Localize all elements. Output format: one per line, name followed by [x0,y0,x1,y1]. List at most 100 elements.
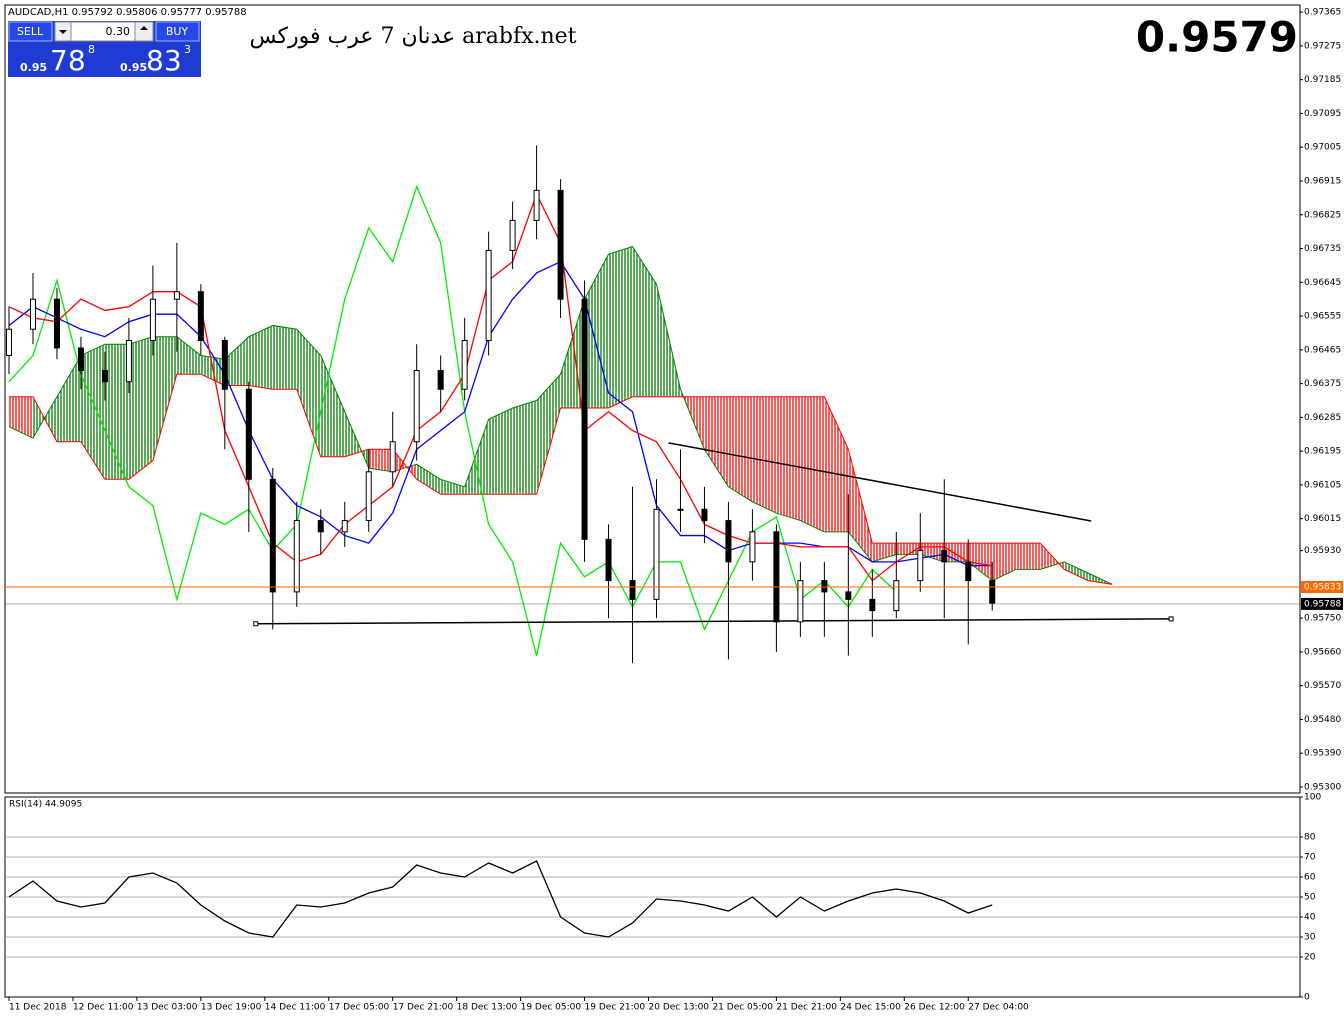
y-tick-label: 0.95660 [1304,647,1341,657]
candle-body [749,531,756,563]
y-tick-label: 0.97365 [1304,8,1341,18]
cloud-segment [896,543,921,555]
cloud-segment [152,336,177,461]
price-panel-frame [4,4,1301,794]
rsi-tick-label: 20 [1304,953,1316,963]
y-tick-label: 0.96195 [1304,447,1341,457]
buy-button[interactable] [155,21,200,42]
trendline-anchor [1168,616,1174,622]
cloud-segment [800,396,825,532]
cloud-segment [272,325,297,390]
cloud-segment [440,479,465,495]
sell-price-frac: 8 [88,43,95,56]
cloud-segment [464,419,489,495]
x-tick-label: 27 Dec 04:00 [968,1003,1029,1013]
rsi-tick-label: 30 [1304,933,1316,943]
candle-body [5,328,12,356]
cloud-segment [224,336,249,386]
x-tick-label: 17 Dec 21:00 [393,1003,454,1013]
rsi-tick-label: 70 [1304,853,1316,863]
cloud-segment [752,396,777,514]
y-tick-label: 0.96105 [1304,480,1341,490]
candle-body [869,598,876,612]
trade-panel: SELL 0.30 BUY 0.95 78 8 0.95 83 3 [8,21,201,77]
y-tick-label: 0.96285 [1304,413,1341,423]
cloud-segment [1064,561,1089,581]
trendline-anchor [253,621,259,627]
trendline [668,442,1092,522]
dropdown-arrow [59,30,67,34]
symbol-header: AUDCAD,H1 0.95792 0.95806 0.95777 0.9578… [8,7,247,18]
cloud-segment [608,246,633,409]
candle-body [221,339,228,390]
cloud-segment [512,400,537,495]
candle-body [821,580,828,593]
x-tick-label: 19 Dec 05:00 [521,1003,582,1013]
y-tick-label: 0.95480 [1304,715,1341,725]
cloud-segment [968,543,993,581]
cloud-segment [1016,543,1041,570]
candle-body [629,580,636,600]
cloud-segment [704,396,729,487]
buy-price-big: 0.95 [120,61,147,74]
buy-label[interactable]: BUY [166,25,189,38]
candle-body [461,339,468,390]
lot-spinner[interactable] [134,21,154,42]
cloud-segment [992,543,1017,581]
x-tick-label: 20 Dec 13:00 [649,1003,710,1013]
cloud-segment [872,543,897,562]
sell-label[interactable]: SELL [17,25,44,38]
buy-price-frac: 3 [184,43,191,56]
spinner-arrow [140,26,148,30]
x-tick-label: 11 Dec 2018 [9,1003,67,1013]
rsi-tick-label: 100 [1304,793,1321,803]
price-plot [5,145,1174,664]
cloud-segment [728,396,753,502]
span-b-line [8,373,1113,585]
cloud-segment [80,344,105,480]
rsi-tick-label: 0 [1304,993,1310,1003]
candle-body [893,580,900,612]
candle-body [557,189,564,300]
candle-body [533,189,540,221]
y-tick-label: 0.97275 [1304,41,1341,51]
chikou-line [8,184,897,656]
candle-body [77,347,84,371]
x-tick-label: 14 Dec 11:00 [265,1003,326,1013]
cloud-segment [488,408,513,495]
rsi-tick-label: 40 [1304,913,1316,923]
cloud-segment [8,396,33,439]
price-tag-label: 0.95788 [1304,599,1341,609]
y-tick-label: 0.96735 [1304,244,1341,254]
candle-body [725,520,732,563]
y-tick-label: 0.95570 [1304,681,1341,691]
candle-body [53,298,60,349]
candle-body [653,508,660,600]
cloud-segment [824,396,849,532]
y-tick-label: 0.95300 [1304,782,1341,792]
candle-body [149,298,156,341]
buy-price-pips: 83 [146,44,182,77]
candle-body [509,219,516,251]
cloud-segment [632,246,657,397]
y-tick-label: 0.97095 [1304,109,1341,119]
cloud-segment [416,464,441,495]
cloud-segment [128,336,153,480]
x-tick-label: 19 Dec 21:00 [585,1003,646,1013]
price-display: 0.9579 [1136,13,1298,62]
indicator-line [8,192,993,582]
sell-price-big: 0.95 [20,61,47,74]
cloud-segment [56,355,81,442]
plot-layer: 0.97365 0.97275 0.97185 0.97095 0.97005 0.969… [5,8,1343,1013]
cloud-segment [776,396,801,521]
lot-value[interactable]: 0.30 [106,25,131,38]
cloud-segment [368,449,393,472]
rsi-line [8,860,993,938]
sell-button[interactable] [8,21,53,42]
candle-body [485,249,492,341]
candle-body [173,291,180,300]
x-tick-label: 24 Dec 15:00 [840,1003,901,1013]
x-tick-label: 12 Dec 11:00 [73,1003,134,1013]
